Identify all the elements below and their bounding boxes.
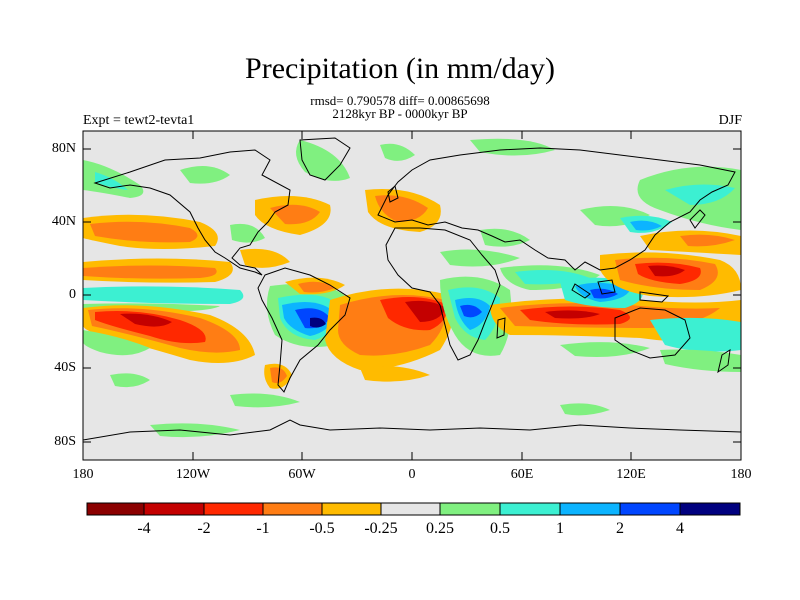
coastline-south-america [257, 267, 351, 393]
colorbar-label: 0.25 [426, 520, 454, 537]
colorbar-label: 0.5 [490, 520, 510, 537]
lon-label: 60E [510, 467, 534, 482]
colorbar-label: -2 [197, 520, 211, 537]
anomaly-region [83, 330, 150, 356]
anomaly-region [95, 172, 128, 190]
anomaly-region [310, 317, 326, 328]
coastline-australia [614, 307, 691, 359]
anomaly-region [83, 265, 217, 279]
anomaly-region [440, 249, 520, 267]
axis-ticks [83, 131, 741, 460]
colorbar-box [86, 502, 145, 516]
anomaly-region [460, 304, 482, 318]
coastline-eurasia [377, 147, 736, 271]
colorbar-box [439, 502, 501, 516]
anomaly-region [650, 317, 741, 352]
anomaly-region [630, 220, 662, 231]
anomaly-region [230, 393, 300, 408]
anomaly-region [375, 195, 428, 222]
lat-label: 40S [54, 360, 76, 375]
anomaly-region [560, 342, 650, 357]
coastline-uk [387, 185, 399, 203]
plot-title: Precipitation (in mm/day) [245, 52, 555, 85]
lat-label: 40N [51, 214, 76, 229]
anomaly-region [120, 313, 172, 327]
period-line: 2128kyr BP - 0000kyr BP [332, 106, 468, 121]
colorbar-box [499, 502, 561, 516]
colorbar [86, 502, 741, 516]
colorbar-box [262, 502, 323, 516]
coastline-japan [689, 209, 706, 229]
colorbar-box [679, 502, 741, 516]
season-label: DJF [718, 113, 742, 128]
lat-label: 0 [69, 287, 76, 302]
anomaly-region [660, 349, 741, 372]
coastline-borneo [597, 279, 616, 295]
coastline-africa [385, 227, 501, 361]
lon-label: 120E [616, 467, 646, 482]
anomaly-region [545, 310, 600, 319]
lon-label: 60W [288, 467, 316, 482]
stats-line: rmsd= 0.790578 diff= 0.00865698 [310, 93, 490, 108]
lon-label: 0 [408, 467, 416, 482]
lat-label: 80N [51, 141, 76, 156]
lon-label: 180 [730, 467, 752, 482]
coastlines [83, 137, 741, 441]
colorbar-box [321, 502, 382, 516]
anomaly-region [90, 221, 198, 243]
coastline-madagascar [496, 317, 506, 339]
colorbar-box [143, 502, 205, 516]
coastline-greenland [299, 137, 351, 181]
colorbar-label: -4 [137, 520, 151, 537]
anomaly-region [298, 281, 335, 293]
anomaly-region [95, 311, 206, 344]
experiment-label: Expt = tewt2-tevta1 [83, 113, 195, 128]
colorbar-label: 2 [616, 520, 624, 537]
anomaly-region [83, 160, 144, 198]
colorbar-box [380, 502, 441, 516]
lon-label: 120W [175, 467, 211, 482]
colorbar-box [619, 502, 681, 516]
anomaly-region [110, 373, 150, 388]
anomaly-region [380, 143, 415, 161]
anomaly-region [296, 140, 350, 181]
colorbar-label: -0.5 [309, 520, 335, 537]
anomaly-region [480, 228, 530, 247]
colorbar-label: 4 [676, 520, 684, 537]
anomaly-region [405, 300, 446, 322]
coastline-sumatra [571, 283, 591, 299]
anomaly-region [680, 234, 735, 247]
anomaly-region [240, 248, 290, 268]
anomaly-region [360, 366, 430, 382]
anomaly-region [270, 204, 320, 225]
colorbar-box [203, 502, 264, 516]
lon-label: 180 [72, 467, 94, 482]
anomaly-field [83, 138, 741, 438]
anomaly-region [230, 223, 265, 243]
anomaly-region [560, 403, 610, 416]
anomaly-region [648, 265, 685, 277]
coastline-new-guinea [639, 291, 670, 303]
lat-label: 80S [54, 434, 76, 449]
colorbar-label: -0.25 [364, 520, 398, 537]
anomaly-region [83, 286, 244, 304]
coastline-new-zealand [717, 349, 731, 374]
coastline-antarctica [83, 419, 741, 441]
colorbar-box [559, 502, 621, 516]
colorbar-label: 1 [556, 520, 564, 537]
colorbar-label: -1 [256, 520, 270, 537]
coastline-north-america [93, 149, 291, 276]
anomaly-region [180, 166, 230, 184]
